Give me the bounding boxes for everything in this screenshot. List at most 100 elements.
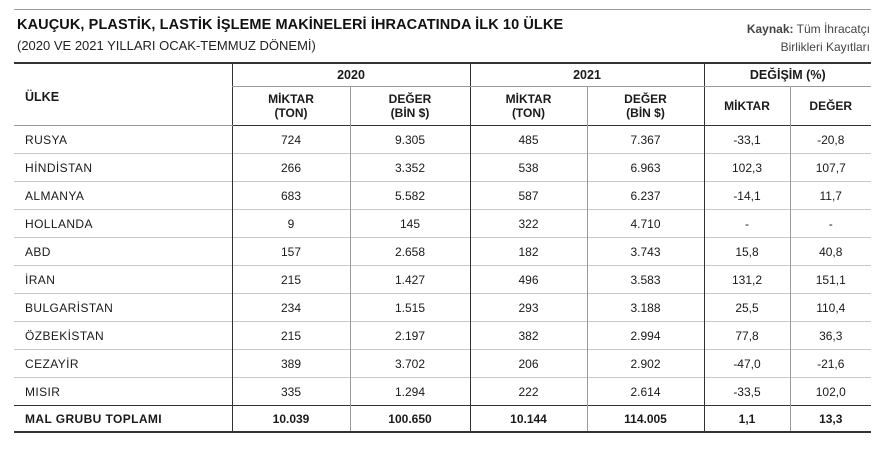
- deger-2021-cell: 7.367: [586, 125, 704, 154]
- miktar-2021-cell: 485: [469, 125, 587, 154]
- table-row: BULGARİSTAN 234 1.515 293 3.188 25,5 110…: [14, 293, 872, 322]
- deger-2021-cell: 2.902: [586, 349, 704, 378]
- table-row: ALMANYA 683 5.582 587 6.237 -14,1 11,7: [14, 181, 872, 210]
- deger-2020-cell: 2.658: [349, 237, 470, 266]
- deger-2020-cell: 2.197: [349, 321, 470, 350]
- deger-2020-header: DEĞER (BİN $): [349, 86, 470, 126]
- country-name: ÖZBEKİSTAN: [25, 328, 105, 343]
- country-column-header: ÜLKE: [14, 64, 232, 126]
- change-deger-cell: -21,6: [789, 349, 872, 378]
- change-miktar-cell: 25,5: [703, 293, 790, 322]
- miktar-2020-cell: 215: [231, 265, 350, 294]
- change-miktar-cell: 102,3: [703, 153, 790, 182]
- change-header: DEĞİŞİM (%): [703, 64, 872, 87]
- page-subtitle: (2020 VE 2021 YILLARI OCAK-TEMMUZ DÖNEMİ…: [17, 38, 316, 53]
- miktar-2021-cell: 587: [469, 181, 587, 210]
- deger-2021-cell: 6.963: [586, 153, 704, 182]
- country-name: ALMANYA: [25, 188, 85, 203]
- table-row: ABD 157 2.658 182 3.743 15,8 40,8: [14, 237, 872, 266]
- country-name: HOLLANDA: [25, 216, 93, 231]
- change-miktar-cell: -33,1: [703, 125, 790, 154]
- table-row: ÖZBEKİSTAN 215 2.197 382 2.994 77,8 36,3: [14, 321, 872, 350]
- miktar-2020-cell: 266: [231, 153, 350, 182]
- page-title: KAUÇUK, PLASTİK, LASTİK İŞLEME MAKİNELER…: [17, 17, 564, 33]
- country-name: İRAN: [25, 272, 56, 287]
- miktar-2020-cell: 157: [231, 237, 350, 266]
- deger-2020-cell: 1.427: [349, 265, 470, 294]
- change-miktar-cell: -14,1: [703, 181, 790, 210]
- change-miktar-cell: -: [703, 209, 790, 238]
- deger-2021-cell: 3.583: [586, 265, 704, 294]
- deger-2021-header: DEĞER (BİN $): [586, 86, 704, 126]
- country-name: HİNDİSTAN: [25, 160, 93, 175]
- total-row: MAL GRUBU TOPLAMI 10.039 100.650 10.144 …: [14, 405, 872, 432]
- change-deger-cell: 36,3: [789, 321, 872, 350]
- miktar-2021-cell: 293: [469, 293, 587, 322]
- export-table: ÜLKE 2020 2021 DEĞİŞİM (%) MİKTAR (TON) D…: [14, 64, 872, 432]
- deger-2021-cell: 6.237: [586, 181, 704, 210]
- change-miktar-cell: -33,5: [703, 377, 790, 406]
- change-deger-cell: 151,1: [789, 265, 872, 294]
- deger-2020-cell: 9.305: [349, 125, 470, 154]
- miktar-2021-cell: 206: [469, 349, 587, 378]
- deger-2020-cell: 5.582: [349, 181, 470, 210]
- total-deger-2021: 114.005: [586, 405, 704, 432]
- miktar-2021-cell: 382: [469, 321, 587, 350]
- change-deger-cell: 110,4: [789, 293, 872, 322]
- deger-2021-cell: 3.188: [586, 293, 704, 322]
- year-2021-header: 2021: [469, 64, 704, 87]
- miktar-2021-cell: 538: [469, 153, 587, 182]
- total-label: MAL GRUBU TOPLAMI: [25, 412, 163, 426]
- deger-2021-cell: 4.710: [586, 209, 704, 238]
- miktar-2021-cell: 496: [469, 265, 587, 294]
- change-deger-header: DEĞER: [789, 86, 872, 126]
- country-name: ABD: [25, 244, 51, 259]
- country-name: CEZAYİR: [25, 356, 79, 371]
- miktar-2021-header: MİKTAR (TON): [469, 86, 587, 126]
- miktar-2020-cell: 9: [231, 209, 350, 238]
- change-miktar-cell: -47,0: [703, 349, 790, 378]
- source-line-2: Birlikleri Kayıtları: [780, 40, 870, 54]
- change-miktar-cell: 15,8: [703, 237, 790, 266]
- change-deger-cell: 102,0: [789, 377, 872, 406]
- total-miktar-2020: 10.039: [231, 405, 350, 432]
- bottom-rule: [14, 431, 871, 433]
- total-change-miktar: 1,1: [703, 405, 790, 432]
- change-miktar-cell: 131,2: [703, 265, 790, 294]
- miktar-2020-cell: 683: [231, 181, 350, 210]
- miktar-2020-header: MİKTAR (TON): [231, 86, 350, 126]
- change-miktar-cell: 77,8: [703, 321, 790, 350]
- year-2020-header: 2020: [231, 64, 470, 87]
- table-row: HİNDİSTAN 266 3.352 538 6.963 102,3 107,…: [14, 153, 872, 182]
- deger-2021-cell: 2.994: [586, 321, 704, 350]
- miktar-2020-cell: 724: [231, 125, 350, 154]
- change-deger-cell: 40,8: [789, 237, 872, 266]
- deger-2020-cell: 145: [349, 209, 470, 238]
- change-deger-cell: -20,8: [789, 125, 872, 154]
- table-row: CEZAYİR 389 3.702 206 2.902 -47,0 -21,6: [14, 349, 872, 378]
- country-name: MISIR: [25, 384, 61, 399]
- miktar-2020-cell: 234: [231, 293, 350, 322]
- miktar-2020-cell: 335: [231, 377, 350, 406]
- change-deger-cell: -: [789, 209, 872, 238]
- total-change-deger: 13,3: [789, 405, 872, 432]
- deger-2021-cell: 2.614: [586, 377, 704, 406]
- country-name: BULGARİSTAN: [25, 300, 114, 315]
- table-row: HOLLANDA 9 145 322 4.710 - -: [14, 209, 872, 238]
- source-note: Kaynak: Tüm İhracatçı Birlikleri Kayıtla…: [747, 20, 870, 56]
- header-rule: [14, 62, 871, 64]
- deger-2020-cell: 3.352: [349, 153, 470, 182]
- miktar-2021-cell: 322: [469, 209, 587, 238]
- change-miktar-header: MİKTAR: [703, 86, 790, 126]
- total-miktar-2021: 10.144: [469, 405, 587, 432]
- source-label: Kaynak:: [746, 22, 794, 36]
- deger-2021-cell: 3.743: [586, 237, 704, 266]
- top-rule: [14, 9, 871, 10]
- miktar-2021-cell: 222: [469, 377, 587, 406]
- miktar-2020-cell: 389: [231, 349, 350, 378]
- deger-2020-cell: 1.294: [349, 377, 470, 406]
- table-row: İRAN 215 1.427 496 3.583 131,2 151,1: [14, 265, 872, 294]
- miktar-2021-cell: 182: [469, 237, 587, 266]
- source-line-1: Tüm İhracatçı: [796, 22, 870, 36]
- table-row: MISIR 335 1.294 222 2.614 -33,5 102,0: [14, 377, 872, 406]
